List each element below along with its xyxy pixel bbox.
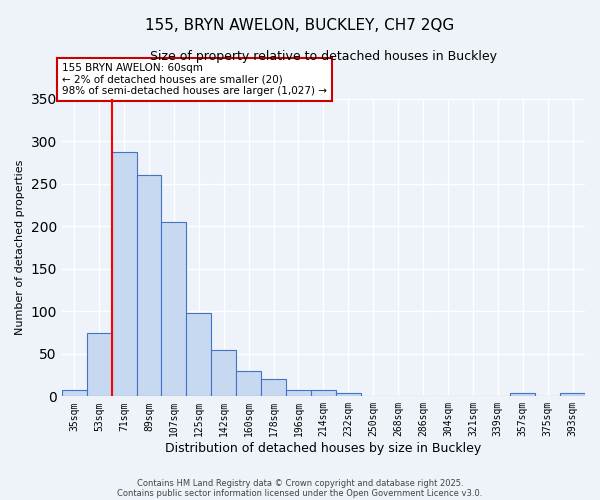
Bar xyxy=(187,313,211,396)
Title: Size of property relative to detached houses in Buckley: Size of property relative to detached ho… xyxy=(150,50,497,63)
Bar xyxy=(62,390,87,396)
Bar xyxy=(112,152,137,396)
Bar xyxy=(137,176,161,396)
Text: Contains HM Land Registry data © Crown copyright and database right 2025.: Contains HM Land Registry data © Crown c… xyxy=(137,478,463,488)
Text: Contains public sector information licensed under the Open Government Licence v3: Contains public sector information licen… xyxy=(118,488,482,498)
Bar xyxy=(311,390,336,396)
Text: 155 BRYN AWELON: 60sqm
← 2% of detached houses are smaller (20)
98% of semi-deta: 155 BRYN AWELON: 60sqm ← 2% of detached … xyxy=(62,62,327,96)
Y-axis label: Number of detached properties: Number of detached properties xyxy=(15,160,25,336)
Bar xyxy=(560,393,585,396)
Bar xyxy=(87,332,112,396)
X-axis label: Distribution of detached houses by size in Buckley: Distribution of detached houses by size … xyxy=(165,442,482,455)
Bar xyxy=(211,350,236,397)
Bar xyxy=(336,393,361,396)
Bar xyxy=(236,371,261,396)
Bar xyxy=(286,390,311,396)
Bar xyxy=(161,222,187,396)
Bar xyxy=(510,393,535,396)
Text: 155, BRYN AWELON, BUCKLEY, CH7 2QG: 155, BRYN AWELON, BUCKLEY, CH7 2QG xyxy=(145,18,455,32)
Bar xyxy=(261,380,286,396)
